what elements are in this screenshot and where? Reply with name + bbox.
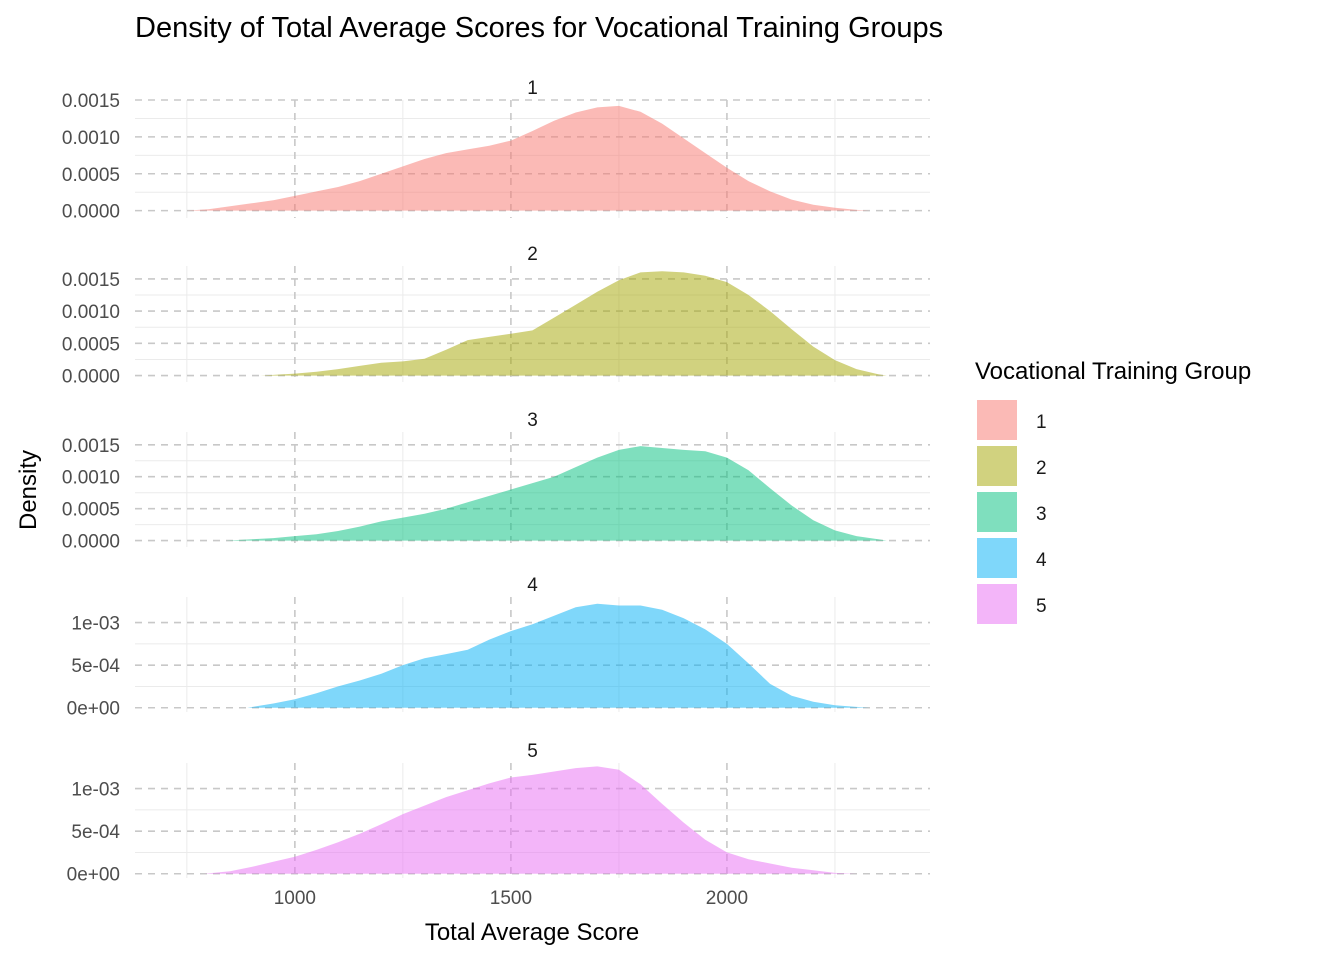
y-axis-title: Density xyxy=(15,450,42,530)
y-tick-label: 0.0000 xyxy=(62,202,120,223)
y-tick-label: 5e-04 xyxy=(71,822,120,843)
legend-label: 1 xyxy=(1036,412,1047,433)
legend-swatch-3 xyxy=(977,492,1017,532)
legend-label: 4 xyxy=(1036,550,1047,571)
panel-5: 0e+00 5e-04 1e-03 5 xyxy=(67,741,930,886)
facet-strip-label: 3 xyxy=(527,410,538,431)
density-area-3 xyxy=(225,446,887,541)
legend-label: 2 xyxy=(1036,458,1047,479)
y-tick-label: 0e+00 xyxy=(67,865,120,886)
density-area-5 xyxy=(204,766,857,874)
legend-swatch-5 xyxy=(977,584,1017,624)
y-tick-label: 1e-03 xyxy=(71,614,120,635)
facet-strip-label: 4 xyxy=(527,575,538,596)
x-axis: 1000 1500 2000 xyxy=(274,888,748,909)
legend-title: Vocational Training Group xyxy=(975,358,1251,385)
y-tick-label: 0.0010 xyxy=(62,302,120,323)
y-tick-label: 5e-04 xyxy=(71,656,120,677)
chart-title: Density of Total Average Scores for Voca… xyxy=(135,12,944,44)
legend-label: 5 xyxy=(1036,596,1047,617)
y-tick-label: 0.0010 xyxy=(62,468,120,489)
y-tick-label: 0.0005 xyxy=(62,165,120,186)
x-tick-label: 1500 xyxy=(490,888,532,909)
legend-swatch-2 xyxy=(977,446,1017,486)
legend-swatch-1 xyxy=(977,400,1017,440)
y-tick-label: 0e+00 xyxy=(67,699,120,720)
facet-strip-label: 1 xyxy=(527,78,538,99)
density-area-1 xyxy=(186,105,870,211)
panel-3: 0.0000 0.0005 0.0010 0.0015 3 xyxy=(62,410,930,553)
facet-strip-label: 5 xyxy=(527,741,538,762)
legend: Vocational Training Group 1 2 3 4 5 xyxy=(975,358,1251,624)
x-tick-label: 1000 xyxy=(274,888,316,909)
y-tick-label: 0.0015 xyxy=(62,436,120,457)
y-tick-label: 0.0015 xyxy=(62,91,120,112)
y-tick-label: 0.0005 xyxy=(62,500,120,521)
y-tick-label: 0.0000 xyxy=(62,367,120,388)
x-axis-title: Total Average Score xyxy=(425,919,639,946)
y-tick-label: 0.0010 xyxy=(62,128,120,149)
y-tick-label: 1e-03 xyxy=(71,780,120,801)
panel-4: 0e+00 5e-04 1e-03 4 xyxy=(67,575,930,720)
panel-2: 0.0000 0.0005 0.0010 0.0015 2 xyxy=(62,244,930,388)
panel-1: 0.0000 0.0005 0.0010 0.0015 1 xyxy=(62,78,930,223)
y-tick-label: 0.0015 xyxy=(62,270,120,291)
x-tick-label: 2000 xyxy=(706,888,748,909)
y-tick-label: 0.0000 xyxy=(62,532,120,553)
facet-strip-label: 2 xyxy=(527,244,538,265)
density-area-4 xyxy=(247,603,870,708)
density-area-2 xyxy=(260,271,887,376)
legend-swatch-4 xyxy=(977,538,1017,578)
y-tick-label: 0.0005 xyxy=(62,334,120,355)
legend-label: 3 xyxy=(1036,504,1047,525)
